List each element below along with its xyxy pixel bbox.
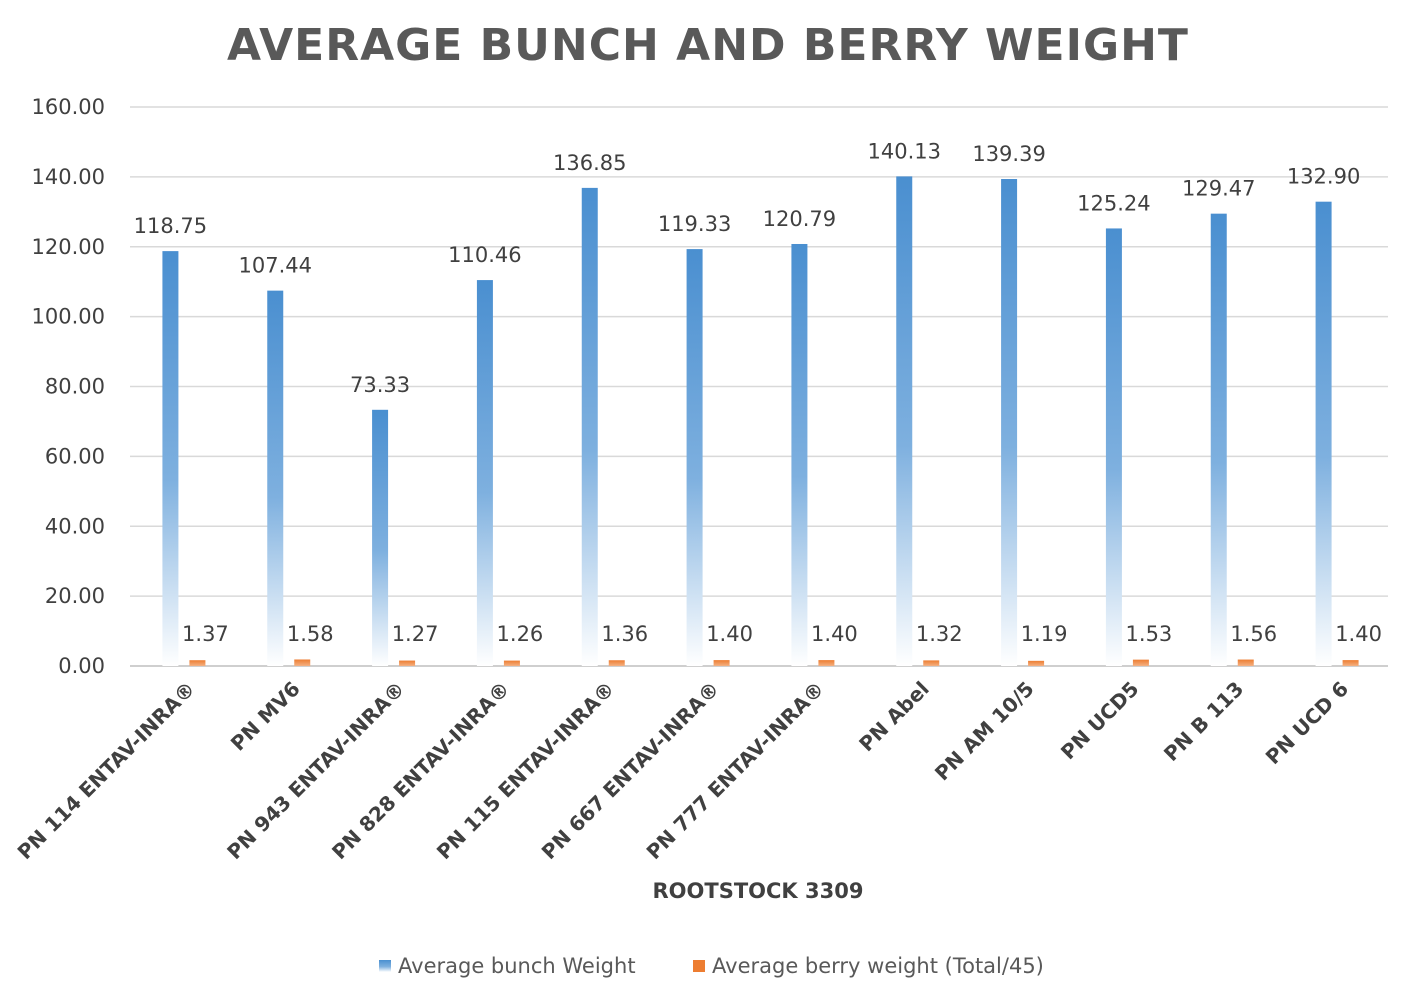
x-axis-title: ROOTSTOCK 3309 — [653, 879, 864, 903]
y-tick-label: 20.00 — [45, 584, 105, 608]
bar-berry-weight — [1132, 659, 1149, 666]
y-tick-label: 80.00 — [45, 375, 105, 399]
legend: Average bunch Weight Average berry weigh… — [379, 954, 1044, 978]
y-axis-ticks: 0.00 20.00 40.00 60.00 80.00 100.00 120.00 140.… — [32, 95, 105, 678]
data-label-berry-weight: 1.37 — [182, 622, 229, 646]
x-tick-label: PN 667 ENTAV-INRA® — [537, 677, 724, 864]
x-tick-label: PN B 113 — [1159, 677, 1248, 766]
bars — [162, 176, 1359, 667]
bar-bunch-weight — [1315, 201, 1332, 667]
bar-berry-weight — [713, 660, 730, 666]
chart-title: AVERAGE BUNCH AND BERRY WEIGHT — [227, 20, 1189, 71]
bar-berry-weight — [818, 660, 835, 666]
data-label-berry-weight: 1.36 — [601, 622, 648, 646]
data-label-bunch-weight: 119.33 — [658, 212, 731, 236]
data-label-berry-weight: 1.32 — [916, 622, 963, 646]
bar-berry-weight — [503, 660, 520, 666]
y-tick-label: 0.00 — [58, 654, 105, 678]
legend-item-berry-weight: Average berry weight (Total/45) — [693, 954, 1044, 978]
x-tick-label: PN MV6 — [226, 677, 305, 756]
legend-item-bunch-weight: Average bunch Weight — [379, 954, 636, 978]
x-tick-label: PN 943 ENTAV-INRA® — [222, 677, 409, 864]
legend-label-bunch-weight: Average bunch Weight — [398, 954, 636, 978]
bar-bunch-weight — [476, 280, 493, 666]
data-label-berry-weight: 1.26 — [497, 622, 544, 646]
bar-bunch-weight — [791, 243, 808, 667]
data-label-bunch-weight: 125.24 — [1077, 191, 1150, 215]
data-label-bunch-weight: 73.33 — [350, 373, 410, 397]
bar-bunch-weight — [1001, 179, 1018, 666]
bar-berry-weight — [1237, 659, 1254, 666]
y-tick-label: 60.00 — [45, 444, 105, 468]
data-label-berry-weight: 1.40 — [706, 622, 753, 646]
bar-berry-weight — [1342, 660, 1359, 666]
bar-bunch-weight — [1210, 213, 1227, 666]
data-label-berry-weight: 1.58 — [287, 622, 334, 646]
bar-berry-weight — [189, 660, 206, 666]
x-tick-label: PN Abel — [854, 677, 934, 757]
bar-bunch-weight — [581, 187, 598, 666]
y-tick-label: 160.00 — [32, 95, 105, 119]
data-label-berry-weight: 1.56 — [1230, 622, 1277, 646]
bar-berry-weight — [608, 660, 625, 666]
x-tick-label: PN UCD5 — [1056, 677, 1144, 765]
bar-berry-weight — [294, 659, 311, 666]
data-label-berry-weight: 1.27 — [392, 622, 439, 646]
data-label-berry-weight: 1.40 — [811, 622, 858, 646]
bar-berry-weight — [399, 660, 416, 666]
data-label-bunch-weight: 107.44 — [239, 254, 312, 278]
data-label-bunch-weight: 132.90 — [1287, 165, 1360, 189]
bar-berry-weight — [923, 660, 940, 666]
data-label-bunch-weight: 118.75 — [134, 214, 207, 238]
bar-bunch-weight — [162, 251, 179, 666]
bar-bunch-weight — [896, 176, 913, 666]
data-label-bunch-weight: 129.47 — [1182, 177, 1255, 201]
bar-bunch-weight — [1105, 228, 1122, 666]
x-tick-label: PN 828 ENTAV-INRA® — [327, 677, 514, 864]
gridlines — [130, 106, 1388, 667]
bar-bunch-weight — [267, 290, 284, 666]
data-labels: 118.75 1.37 107.44 1.58 73.33 1.27 110.46 1.26 1… — [134, 139, 1382, 646]
legend-swatch-bunch-weight — [379, 960, 391, 972]
data-label-berry-weight: 1.53 — [1126, 622, 1173, 646]
legend-swatch-berry-weight — [693, 960, 705, 972]
y-tick-label: 140.00 — [32, 165, 105, 189]
bar-berry-weight — [1028, 660, 1045, 666]
legend-label-berry-weight: Average berry weight (Total/45) — [712, 954, 1044, 978]
x-tick-label: PN 777 ENTAV-INRA® — [642, 677, 829, 864]
data-label-bunch-weight: 139.39 — [972, 142, 1045, 166]
data-label-berry-weight: 1.40 — [1335, 622, 1382, 646]
data-label-bunch-weight: 110.46 — [448, 243, 521, 267]
x-tick-label: PN 115 ENTAV-INRA® — [432, 677, 619, 864]
data-label-berry-weight: 1.19 — [1021, 622, 1068, 646]
y-tick-label: 120.00 — [32, 235, 105, 259]
data-label-bunch-weight: 140.13 — [868, 139, 941, 163]
x-tick-label: PN UCD 6 — [1261, 677, 1353, 769]
bar-bunch-weight — [686, 249, 703, 666]
x-tick-label: PN 114 ENTAV-INRA® — [13, 677, 200, 864]
x-tick-label: PN AM 10/5 — [930, 677, 1039, 786]
y-tick-label: 40.00 — [45, 514, 105, 538]
data-label-bunch-weight: 120.79 — [763, 207, 836, 231]
bar-bunch-weight — [372, 409, 389, 666]
y-tick-label: 100.00 — [32, 305, 105, 329]
data-label-bunch-weight: 136.85 — [553, 151, 626, 175]
